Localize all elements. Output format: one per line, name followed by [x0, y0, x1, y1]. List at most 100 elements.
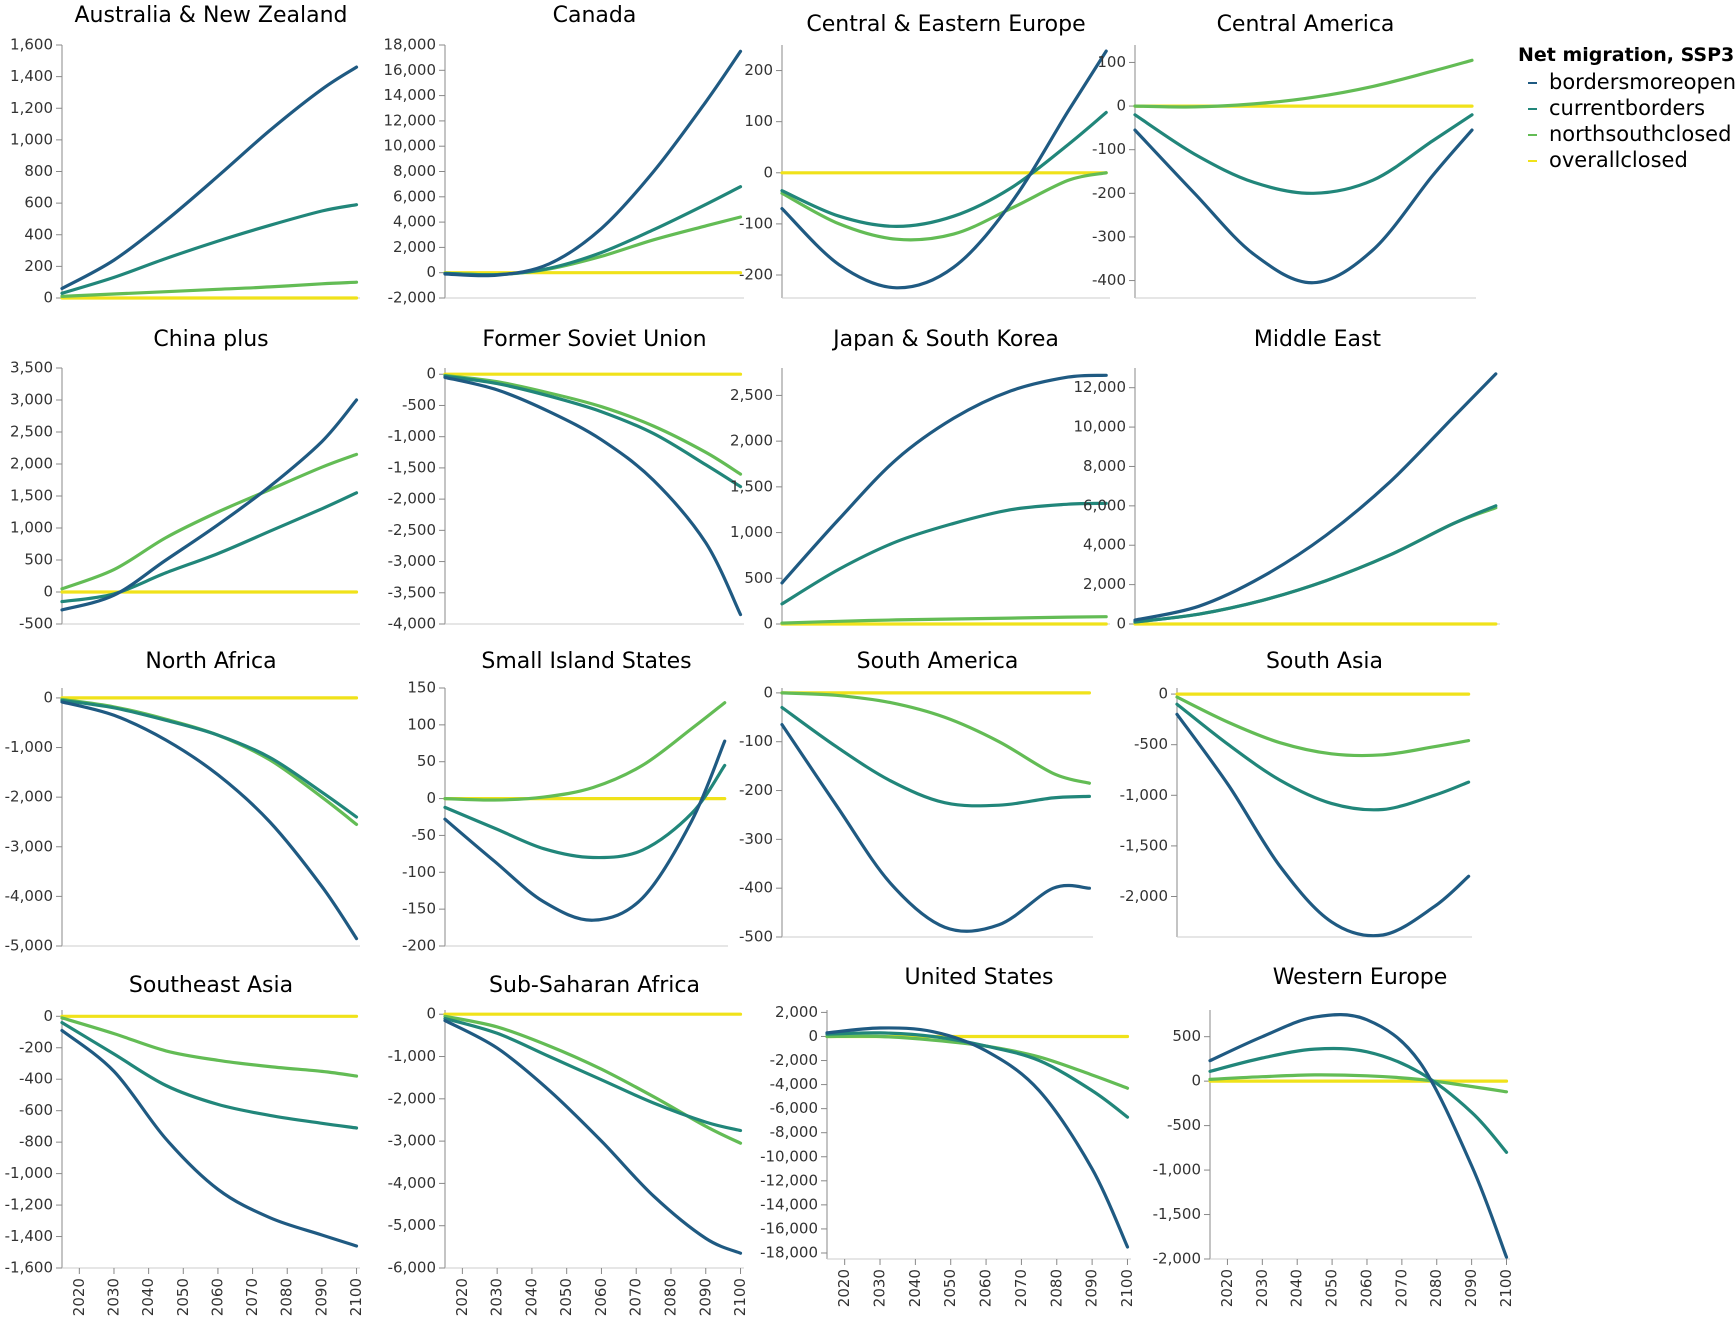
- y-tick-label: -200: [402, 937, 436, 955]
- legend-item-northsouthclosed: northsouthclosed: [1518, 121, 1736, 147]
- y-tick-label: -3,000: [388, 1132, 436, 1150]
- y-tick-label: -1,000: [388, 1047, 436, 1065]
- chart-title: South Asia: [1266, 649, 1383, 674]
- series-line-currentborders: [443, 763, 727, 860]
- series-line-northsouthclosed: [60, 1016, 359, 1078]
- series-line-bordersmoreopen: [825, 1026, 1130, 1249]
- y-tick-label: 200: [24, 257, 53, 275]
- y-tick-label: -50: [412, 826, 437, 844]
- x-tick-label: 2070: [1392, 1269, 1410, 1307]
- y-tick-label: 2,000: [730, 432, 773, 450]
- chart-title: United States: [905, 965, 1054, 990]
- y-tick-label: -800: [19, 1133, 53, 1151]
- y-tick-label: 150: [407, 679, 436, 697]
- x-tick-label: 2090: [696, 1278, 714, 1316]
- y-tick-label: 1,500: [730, 477, 773, 495]
- legend-title: Net migration, SSP3: [1518, 44, 1735, 66]
- y-tick-label: -200: [739, 266, 773, 284]
- x-tick-label: 2030: [871, 1269, 889, 1307]
- series-line-northsouthclosed: [443, 215, 743, 277]
- y-tick-label: -300: [739, 830, 773, 848]
- y-tick-label: -8,000: [770, 1123, 818, 1141]
- x-tick-label: 2020: [453, 1278, 471, 1316]
- y-tick-label: -2,000: [388, 289, 436, 307]
- x-tick-label: 2090: [312, 1278, 330, 1316]
- x-tick-label: 2050: [1323, 1269, 1341, 1307]
- series-line-currentborders: [1208, 1046, 1509, 1154]
- series-line-currentborders: [443, 1016, 743, 1133]
- y-tick-label: 500: [1172, 1027, 1201, 1045]
- y-tick-label: -500: [402, 396, 436, 414]
- x-tick-label: 2070: [243, 1278, 261, 1316]
- y-tick-label: -4,000: [388, 615, 436, 633]
- y-tick-label: 2,000: [1083, 575, 1126, 593]
- legend-swatch: [1528, 134, 1537, 136]
- y-tick-label: 500: [744, 569, 773, 587]
- legend-label: overallclosed: [1549, 148, 1688, 172]
- y-tick-label: -5,000: [5, 937, 53, 955]
- series-line-currentborders: [1133, 113, 1474, 195]
- chart-title: Former Soviet Union: [482, 327, 706, 352]
- x-tick-label: 2060: [1357, 1269, 1375, 1307]
- y-tick-label: 0: [1116, 615, 1126, 633]
- y-tick-label: -18,000: [760, 1243, 818, 1261]
- chart-title: Canada: [553, 3, 637, 28]
- y-tick-label: -2,000: [1153, 1250, 1201, 1268]
- y-tick-label: -10,000: [760, 1147, 818, 1165]
- y-tick-label: 500: [24, 551, 53, 569]
- x-tick-label: 2050: [941, 1269, 959, 1307]
- y-tick-label: -2,000: [388, 490, 436, 508]
- series-line-currentborders: [60, 698, 359, 819]
- legend-item-bordersmoreopen: bordersmoreopen: [1518, 69, 1736, 95]
- y-tick-label: -100: [739, 732, 773, 750]
- chart-panel: Australia & New Zealand 0 200 400 600 800 1,00…: [10, 3, 360, 307]
- y-tick-label: -2,000: [388, 1089, 436, 1107]
- y-tick-label: 1,000: [10, 519, 53, 537]
- y-tick-label: -14,000: [760, 1195, 818, 1213]
- series-line-northsouthclosed: [1133, 58, 1474, 109]
- x-tick-label: 2040: [906, 1269, 924, 1307]
- y-tick-label: 10,000: [1074, 418, 1127, 436]
- y-tick-label: -3,000: [5, 837, 53, 855]
- series-line-northsouthclosed: [60, 452, 359, 591]
- y-tick-label: 8,000: [1083, 457, 1126, 475]
- y-tick-label: 12,000: [1074, 378, 1127, 396]
- y-tick-label: 0: [1116, 97, 1126, 115]
- series-line-bordersmoreopen: [60, 398, 359, 612]
- x-tick-label: 2040: [139, 1278, 157, 1316]
- y-tick-label: 16,000: [384, 61, 437, 79]
- y-tick-label: 0: [1158, 685, 1168, 703]
- chart-panel: Sub-Saharan Africa -6,000 -5,000 -4,000 -3,0…: [388, 973, 749, 1316]
- y-tick-label: 100: [407, 715, 436, 733]
- y-tick-label: -16,000: [760, 1219, 818, 1237]
- x-tick-label: 2060: [208, 1278, 226, 1316]
- x-tick-label: 2080: [1427, 1269, 1445, 1307]
- chart-panel: South America -500 -400 -300 -200 -100 0: [739, 649, 1093, 946]
- series-line-bordersmoreopen: [1208, 1013, 1509, 1259]
- chart-title: South America: [857, 649, 1019, 674]
- y-tick-label: -2,000: [5, 788, 53, 806]
- y-tick-label: 0: [43, 289, 53, 307]
- series-line-currentborders: [780, 110, 1108, 229]
- y-tick-label: 600: [24, 194, 53, 212]
- y-tick-label: -12,000: [760, 1171, 818, 1189]
- legend: Net migration, SSP3 bordersmoreopen curr…: [1518, 44, 1736, 173]
- y-tick-label: -6,000: [388, 1259, 436, 1277]
- y-tick-label: 14,000: [384, 86, 437, 104]
- y-tick-label: -100: [1092, 140, 1126, 158]
- y-tick-label: -4,000: [5, 887, 53, 905]
- chart-title: Sub-Saharan Africa: [489, 973, 700, 998]
- series-line-bordersmoreopen: [60, 700, 359, 941]
- chart-panel: China plus -500 0 500 1,000 1,500 2,000 2,500 3,…: [10, 327, 360, 633]
- x-tick-label: 2100: [1497, 1269, 1515, 1307]
- y-tick-label: 2,500: [10, 423, 53, 441]
- chart-title: Southeast Asia: [129, 973, 293, 998]
- y-tick-label: -1,400: [5, 1227, 53, 1245]
- y-tick-label: 12,000: [384, 111, 437, 129]
- series-line-bordersmoreopen: [60, 65, 359, 291]
- y-tick-label: 0: [763, 163, 773, 181]
- y-tick-label: 1,200: [10, 99, 53, 117]
- x-tick-label: 2020: [1218, 1269, 1236, 1307]
- series-line-bordersmoreopen: [443, 49, 743, 278]
